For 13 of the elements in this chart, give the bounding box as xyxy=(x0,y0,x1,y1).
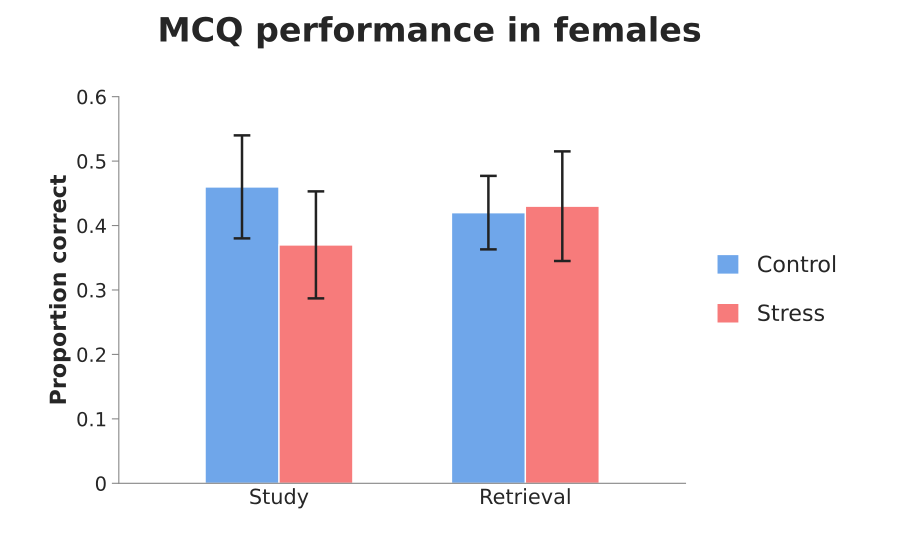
legend-label: Control xyxy=(758,255,836,272)
y-tick-label: 0.2 xyxy=(77,347,106,362)
y-tick-label: 0.5 xyxy=(77,154,106,169)
x-tick-label: Retrieval xyxy=(481,488,570,504)
y-tick-label: 0.4 xyxy=(77,218,106,234)
y-axis-title: Proportion correct xyxy=(49,175,71,404)
y-tick-label: 0.6 xyxy=(77,90,106,104)
y-tick-label: 0.3 xyxy=(77,282,106,298)
y-tick-label: 0 xyxy=(96,476,106,491)
legend-label: Stress xyxy=(758,304,824,322)
y-tick-label: 0.1 xyxy=(77,412,106,427)
chart-title: MCQ performance in females xyxy=(160,16,700,48)
x-tick-label: Study xyxy=(250,488,308,508)
